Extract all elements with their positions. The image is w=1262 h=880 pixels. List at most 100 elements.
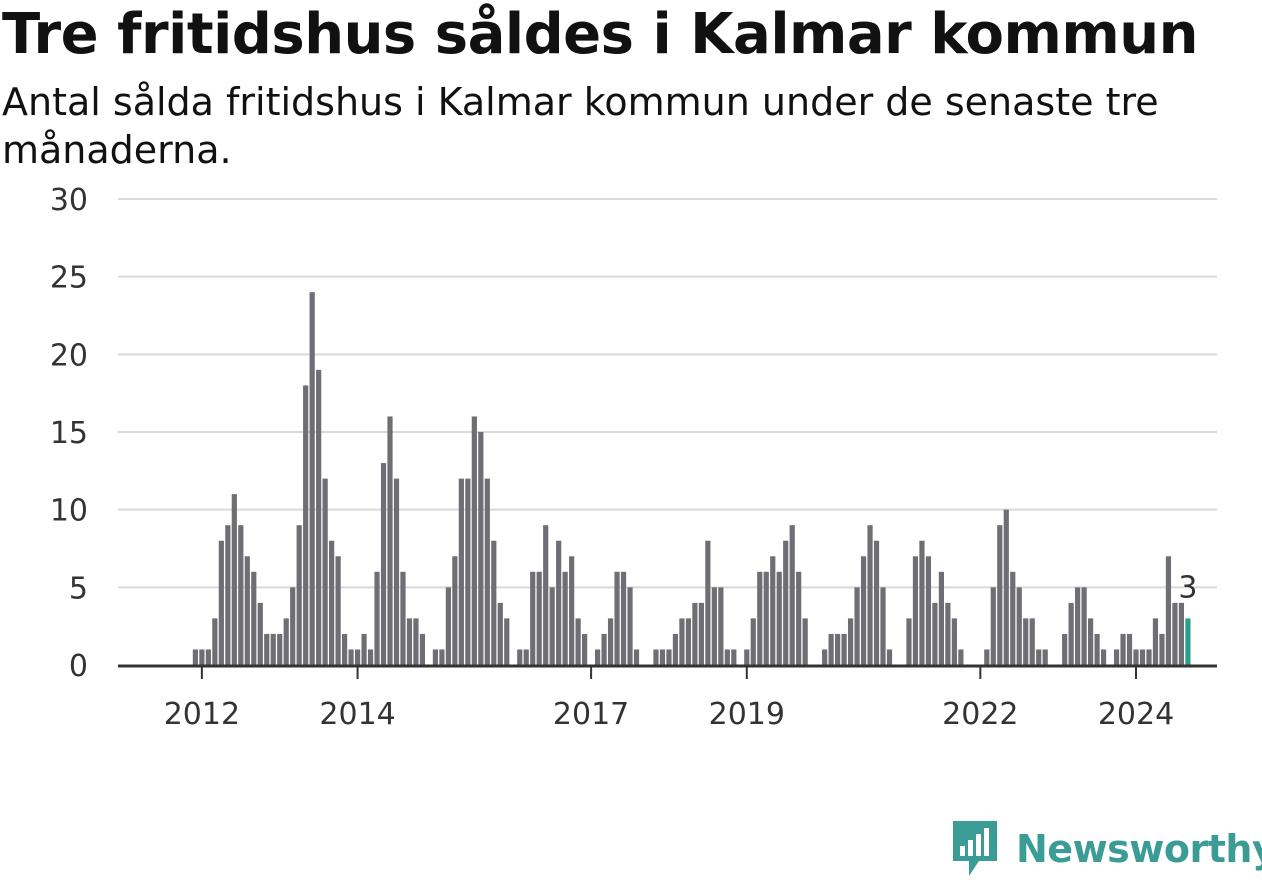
bar [1146, 649, 1152, 665]
bar [880, 587, 886, 665]
x-tick-label: 2012 [164, 697, 240, 732]
bar [419, 633, 426, 665]
bar [841, 633, 847, 665]
bar [1159, 633, 1165, 665]
bar [361, 633, 367, 665]
bar [478, 432, 484, 665]
y-axis-ticks: 0 5 10 15 20 25 30 [50, 183, 88, 684]
bar [1126, 633, 1133, 665]
bar [283, 618, 289, 665]
bar [296, 525, 302, 665]
bar [1075, 587, 1081, 665]
bar [932, 602, 938, 665]
bar [238, 525, 244, 665]
bar [912, 556, 919, 665]
bar [847, 618, 854, 665]
bar [374, 571, 380, 665]
bar [627, 587, 633, 665]
bar [582, 633, 588, 665]
bar [367, 649, 374, 665]
bar [835, 633, 841, 665]
bar [335, 556, 341, 665]
bar [290, 587, 296, 665]
bar [1094, 633, 1100, 665]
bar [620, 571, 627, 665]
bar [1023, 618, 1029, 665]
bar [264, 633, 270, 665]
bar [530, 571, 536, 665]
bar [1088, 618, 1094, 665]
bar [329, 540, 335, 665]
bar [757, 571, 763, 665]
bar [1178, 602, 1185, 665]
bar [763, 571, 769, 665]
x-tick-label: 2014 [319, 697, 395, 732]
bar [484, 478, 490, 665]
x-axis-ticks: 2012 2014 2017 2019 2022 2024 [164, 666, 1174, 732]
bar [277, 633, 283, 665]
bar [536, 571, 542, 665]
bar [984, 649, 990, 665]
bar [316, 369, 322, 665]
bar [562, 571, 568, 665]
y-tick-label: 5 [69, 571, 88, 606]
bar [653, 649, 659, 665]
bar [1081, 587, 1087, 665]
bar [614, 571, 620, 665]
bar [731, 649, 737, 665]
bar [958, 649, 964, 665]
bar [465, 478, 471, 665]
chart-subtitle: Antal sålda fritidshus i Kalmar kommun u… [2, 80, 1159, 172]
bar [802, 618, 808, 665]
bar [400, 571, 406, 665]
y-tick-label: 20 [50, 338, 88, 373]
bar [225, 525, 231, 665]
bar [413, 618, 419, 665]
bar [718, 587, 724, 665]
bar [439, 649, 445, 665]
y-tick-label: 30 [50, 183, 88, 218]
bar [594, 649, 601, 665]
bar [445, 587, 451, 665]
bar [938, 571, 945, 665]
bar [828, 633, 834, 665]
bar [199, 649, 205, 665]
bar [698, 602, 704, 665]
bar [860, 556, 867, 665]
bar [257, 602, 263, 665]
bar [951, 618, 957, 665]
highlight-bar [1185, 618, 1191, 665]
bar [776, 571, 782, 665]
bar [309, 292, 315, 665]
bar [854, 587, 860, 665]
bar [789, 525, 795, 665]
bar [517, 649, 523, 665]
bar [744, 649, 750, 665]
bar [1120, 633, 1126, 665]
bar [491, 540, 497, 665]
bar [471, 416, 477, 665]
bar [1172, 602, 1178, 665]
y-tick-label: 15 [50, 416, 88, 451]
bar [796, 571, 802, 665]
bar [549, 587, 555, 665]
bar [322, 478, 328, 665]
x-tick-label: 2019 [709, 697, 785, 732]
bar [1036, 649, 1042, 665]
bar [1042, 649, 1048, 665]
bar [633, 649, 640, 665]
bar [1062, 633, 1068, 665]
gridlines [118, 198, 1217, 589]
bar [251, 571, 257, 665]
bar [1133, 649, 1139, 665]
bar [270, 633, 276, 665]
bar [212, 618, 218, 665]
bar [601, 633, 607, 665]
y-tick-label: 10 [50, 494, 88, 529]
bar [205, 649, 211, 665]
newsworthy-logo: Newsworthy [950, 818, 1262, 880]
bar [672, 633, 679, 665]
y-tick-label: 25 [50, 261, 88, 296]
bar [685, 618, 692, 665]
bar [1139, 649, 1146, 665]
